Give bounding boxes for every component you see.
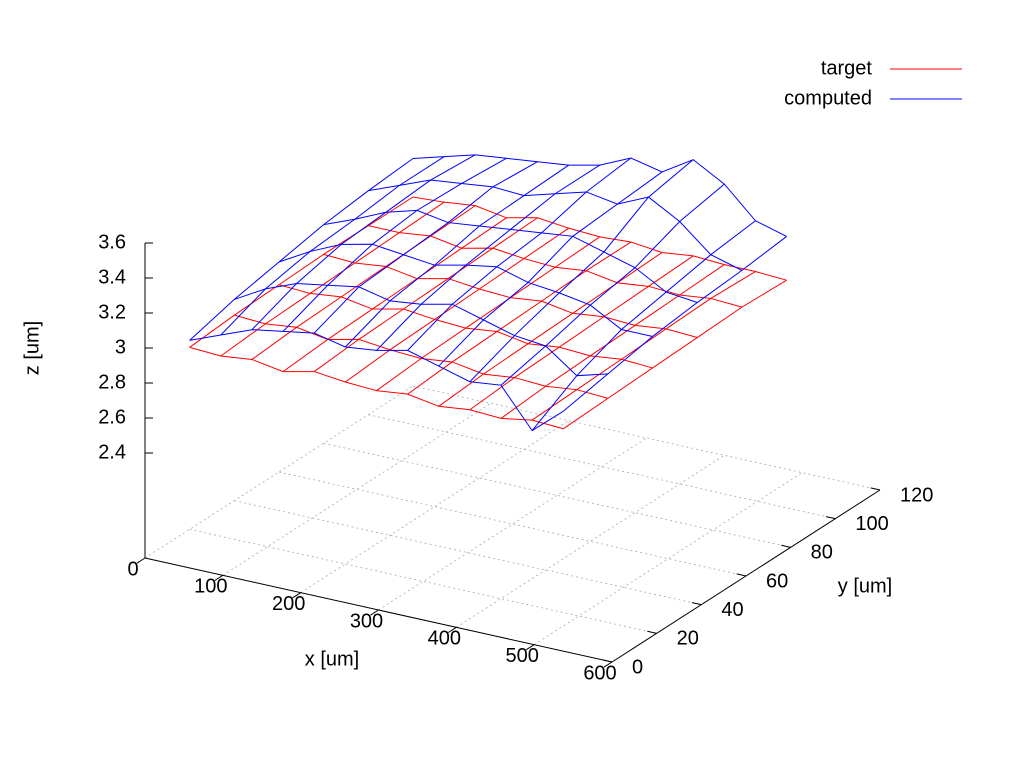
grid-line	[189, 528, 657, 634]
grid-line	[378, 437, 647, 611]
x-tick	[370, 609, 379, 616]
z-tick-label: 3.4	[98, 266, 126, 288]
x-tick	[525, 644, 535, 651]
grid-line	[300, 420, 569, 594]
surface-row	[412, 154, 787, 237]
grid-line	[456, 454, 725, 628]
surface-column	[562, 279, 787, 430]
y-tick	[870, 487, 881, 491]
surface-column	[251, 154, 476, 331]
z-axis-label: z [um]	[21, 321, 43, 375]
x-tick-label: 500	[505, 645, 538, 667]
surface-column	[407, 157, 632, 351]
y-tick-label: 20	[677, 628, 699, 650]
grid-line	[278, 471, 747, 577]
x-tick	[603, 661, 613, 668]
surface-column	[531, 271, 756, 421]
x-tick	[214, 574, 224, 581]
legend-label: computed	[784, 87, 872, 109]
y-tick-label: 80	[811, 542, 833, 564]
surface-column	[345, 227, 569, 383]
grid-line	[222, 402, 492, 576]
z-tick-label: 2.6	[98, 406, 126, 428]
y-tick	[647, 630, 657, 634]
y-tick-label: 100	[855, 513, 888, 535]
surface-column	[376, 236, 601, 392]
surface-column	[438, 252, 663, 407]
surface-column	[500, 183, 725, 386]
surface-column	[251, 205, 476, 360]
grid-line	[323, 442, 791, 548]
z-tick-label: 2.4	[98, 441, 126, 463]
surface-column	[469, 255, 694, 411]
x-tick-label: 0	[127, 558, 138, 580]
y-axis-label: y [um]	[838, 575, 892, 597]
z-tick-label: 3	[115, 336, 126, 358]
surface-column	[282, 157, 507, 332]
x-tick-label: 600	[583, 662, 616, 684]
y-tick	[691, 602, 702, 606]
z-tick-label: 2.8	[98, 371, 126, 393]
surface-column	[313, 161, 538, 334]
surface-column	[438, 171, 663, 367]
surface-column	[282, 217, 507, 373]
x-tick	[292, 592, 301, 599]
y-tick	[602, 659, 613, 663]
x-tick-label: 300	[350, 610, 383, 632]
surface-column	[189, 196, 414, 348]
y-tick	[825, 516, 836, 520]
x-tick	[136, 557, 146, 564]
surface-column	[189, 158, 414, 341]
y-tick-label: 40	[721, 599, 743, 621]
y-tick-label: 0	[632, 656, 643, 678]
surface-column	[313, 217, 538, 372]
y-tick	[781, 544, 791, 548]
surface-column	[500, 264, 725, 419]
x-tick	[448, 626, 457, 633]
y-tick	[736, 573, 747, 577]
x-axis-label: x [um]	[305, 648, 359, 670]
x-tick-label: 400	[428, 628, 461, 650]
surface-column	[562, 236, 787, 412]
surface-column	[407, 241, 632, 395]
surface-column	[344, 164, 569, 348]
z-tick-label: 3.2	[98, 301, 126, 323]
surface-column	[469, 159, 694, 383]
x-tick-label: 100	[194, 576, 227, 598]
legend-label: target	[821, 57, 873, 79]
surface-column	[531, 220, 756, 431]
surface-column	[220, 201, 445, 357]
surface-column	[376, 164, 601, 351]
grid-line	[533, 472, 803, 646]
y-tick-label: 60	[766, 570, 788, 592]
x-tick-label: 200	[272, 593, 305, 615]
z-tick-label: 3.6	[98, 231, 126, 253]
surface-column	[220, 156, 445, 336]
y-tick-label: 120	[900, 484, 933, 506]
